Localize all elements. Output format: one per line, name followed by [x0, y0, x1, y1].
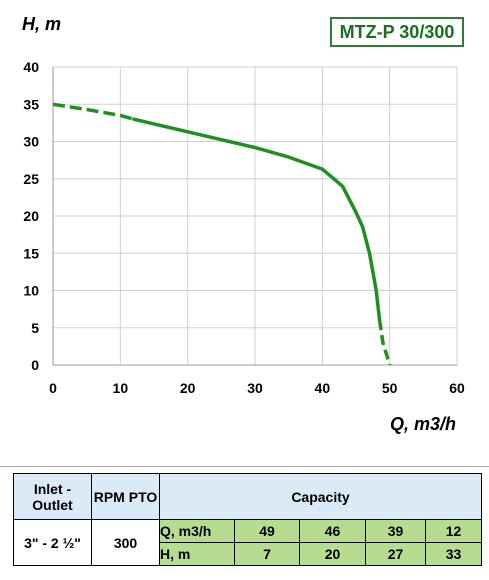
inlet-outlet-value: 3" - 2 ½"	[13, 519, 92, 566]
x-tick-label: 60	[449, 380, 465, 396]
curve-dashed-start	[52, 102, 135, 121]
h-value-4: 33	[425, 542, 482, 566]
pump-performance-curve	[52, 102, 392, 366]
x-tick-label: 30	[247, 380, 263, 396]
chart-title: MTZ-P 30/300	[330, 17, 464, 47]
x-axis-label: Q, m3/h	[390, 414, 457, 434]
y-tick-label: 20	[23, 208, 39, 224]
y-axis-label: H, m	[22, 14, 62, 34]
inlet-outlet-header: Inlet - Outlet	[13, 473, 92, 520]
x-tick-label: 20	[180, 380, 196, 396]
y-tick-labels: 0 5 10 15 20 25 30 35 40	[23, 59, 39, 373]
x-tick-label: 50	[382, 380, 398, 396]
y-tick-label: 0	[31, 357, 39, 373]
y-tick-label: 25	[23, 171, 39, 187]
x-tick-label: 0	[49, 380, 57, 396]
h-value-3: 27	[365, 542, 426, 566]
h-value-2: 20	[299, 542, 366, 566]
y-tick-label: 10	[23, 283, 39, 299]
q-value-2: 46	[299, 519, 366, 543]
section-divider	[0, 466, 489, 467]
x-tick-label: 10	[113, 380, 129, 396]
y-tick-label: 5	[31, 320, 39, 336]
h-row-label: H, m	[159, 542, 235, 566]
y-tick-label: 35	[23, 96, 39, 112]
spec-table: Inlet - Outlet RPM PTO Capacity 3" - 2 ½…	[13, 473, 482, 566]
curve-dashed-end	[377, 320, 392, 366]
q-value-4: 12	[425, 519, 482, 543]
q-row-label: Q, m3/h	[159, 519, 235, 543]
gridlines	[53, 66, 458, 365]
curve-solid	[132, 117, 382, 323]
y-tick-label: 15	[23, 245, 39, 261]
q-value-1: 49	[234, 519, 300, 543]
y-tick-label: 40	[23, 59, 39, 75]
x-tick-label: 40	[315, 380, 331, 396]
rpm-header: RPM PTO	[91, 473, 160, 520]
h-value-1: 7	[234, 542, 300, 566]
y-tick-label: 30	[23, 134, 39, 150]
q-value-3: 39	[365, 519, 426, 543]
capacity-header: Capacity	[159, 473, 482, 520]
pump-curve-chart: 0 5 10 15 20 25 30 35 40 0 10 20 30 40 50 60	[23, 59, 465, 396]
x-tick-labels: 0 10 20 30 40 50 60	[49, 380, 465, 396]
rpm-value: 300	[91, 519, 160, 566]
